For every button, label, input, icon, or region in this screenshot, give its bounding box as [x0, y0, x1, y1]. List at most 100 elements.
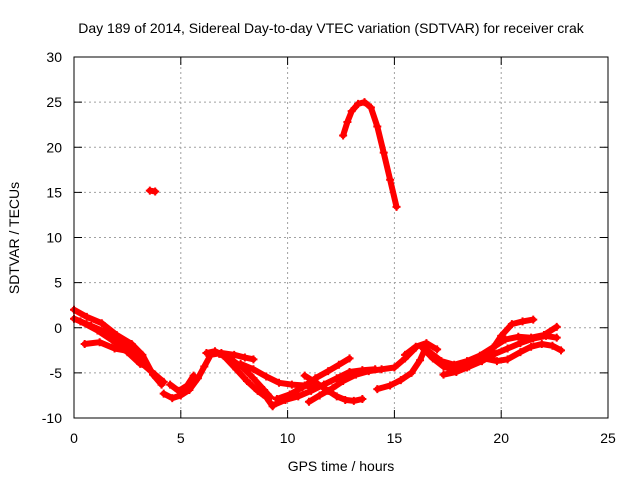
data-point: [488, 343, 497, 352]
data-point: [76, 317, 85, 326]
data-point: [304, 397, 313, 406]
data-point: [228, 356, 237, 365]
y-tick-label: -5: [50, 365, 63, 381]
tick-labels: -10 -5 0 5 10 15 20 25 30 0 5 10 15 20 25: [42, 49, 616, 446]
data-point: [422, 339, 431, 348]
data-point: [373, 385, 382, 394]
series-line: [402, 340, 441, 358]
data-point: [407, 368, 416, 377]
data-point: [189, 371, 198, 380]
data-point: [339, 131, 348, 140]
data-point: [275, 378, 284, 387]
grid-lines: [74, 57, 608, 418]
data-point: [364, 367, 373, 376]
data-point: [501, 335, 510, 344]
data-point: [373, 122, 382, 131]
data-point: [168, 394, 177, 403]
data-point: [287, 380, 296, 389]
x-axis-label: GPS time / hours: [288, 458, 395, 474]
series-line: [306, 344, 419, 405]
data-point: [230, 350, 239, 359]
data-point: [313, 379, 322, 388]
data-point: [518, 317, 527, 326]
data-point: [492, 357, 501, 366]
series-track-12: [300, 371, 367, 405]
data-point: [136, 359, 145, 368]
data-point: [503, 355, 512, 364]
data-point: [349, 396, 358, 405]
data-point: [108, 336, 117, 345]
data-point: [345, 354, 354, 363]
series-track-9: [215, 349, 275, 402]
series-track-4: [76, 317, 145, 368]
series-track-13: [272, 354, 354, 404]
data-point: [390, 363, 399, 372]
data-point: [249, 365, 258, 374]
data-point: [450, 360, 459, 369]
data-point: [392, 202, 401, 211]
data-point: [339, 376, 348, 385]
data-point: [127, 339, 136, 348]
data-point: [183, 381, 192, 390]
data-point: [467, 359, 476, 368]
data-point: [138, 350, 147, 359]
data-point: [377, 365, 386, 374]
y-tick-label: 25: [46, 94, 62, 110]
data-point: [249, 374, 258, 383]
data-point: [210, 347, 219, 356]
data-point: [433, 345, 442, 354]
series-line: [167, 372, 197, 394]
data-point: [439, 370, 448, 379]
data-point: [537, 339, 546, 348]
data-point: [529, 334, 538, 343]
y-tick-label: 0: [54, 320, 62, 336]
data-point: [347, 107, 356, 116]
data-point: [557, 346, 566, 355]
data-point: [516, 348, 525, 357]
y-tick-label: 10: [46, 230, 62, 246]
data-point: [93, 326, 102, 335]
data-point: [490, 349, 499, 358]
data-point: [159, 377, 168, 386]
data-point: [266, 393, 275, 402]
y-tick-label: 20: [46, 139, 62, 155]
data-point: [548, 341, 557, 350]
series-track-15: [373, 341, 431, 394]
data-point: [166, 380, 175, 389]
y-axis-label: SDTVAR / TECUs: [6, 182, 22, 294]
data-point: [300, 371, 309, 380]
data-point: [243, 376, 252, 385]
data-point: [294, 392, 303, 401]
series-line: [216, 350, 274, 401]
series-track-20: [454, 339, 566, 372]
series-track-16: [339, 98, 401, 211]
data-point: [424, 347, 433, 356]
x-tick-label: 15: [387, 430, 403, 446]
data-point: [396, 376, 405, 385]
data-point: [298, 383, 307, 392]
data-point: [480, 354, 489, 363]
data-point: [324, 367, 333, 376]
data-point: [401, 350, 410, 359]
y-tick-label: 30: [46, 49, 62, 65]
data-point: [507, 320, 516, 329]
data-point: [272, 395, 281, 404]
data-point: [379, 148, 388, 157]
data-point: [343, 117, 352, 126]
x-tick-label: 10: [280, 430, 296, 446]
data-point: [307, 386, 316, 395]
data-point: [236, 359, 245, 368]
data-point: [151, 370, 160, 379]
data-point: [529, 315, 538, 324]
data-point: [527, 342, 536, 351]
data-point: [315, 391, 324, 400]
data-point: [159, 389, 168, 398]
data-point: [552, 322, 561, 331]
y-tick-label: 15: [46, 184, 62, 200]
data-series: [70, 98, 566, 411]
data-point: [351, 370, 360, 379]
data-point: [503, 344, 512, 353]
data-point: [386, 381, 395, 390]
y-tick-label: 5: [54, 275, 62, 291]
data-point: [358, 395, 367, 404]
